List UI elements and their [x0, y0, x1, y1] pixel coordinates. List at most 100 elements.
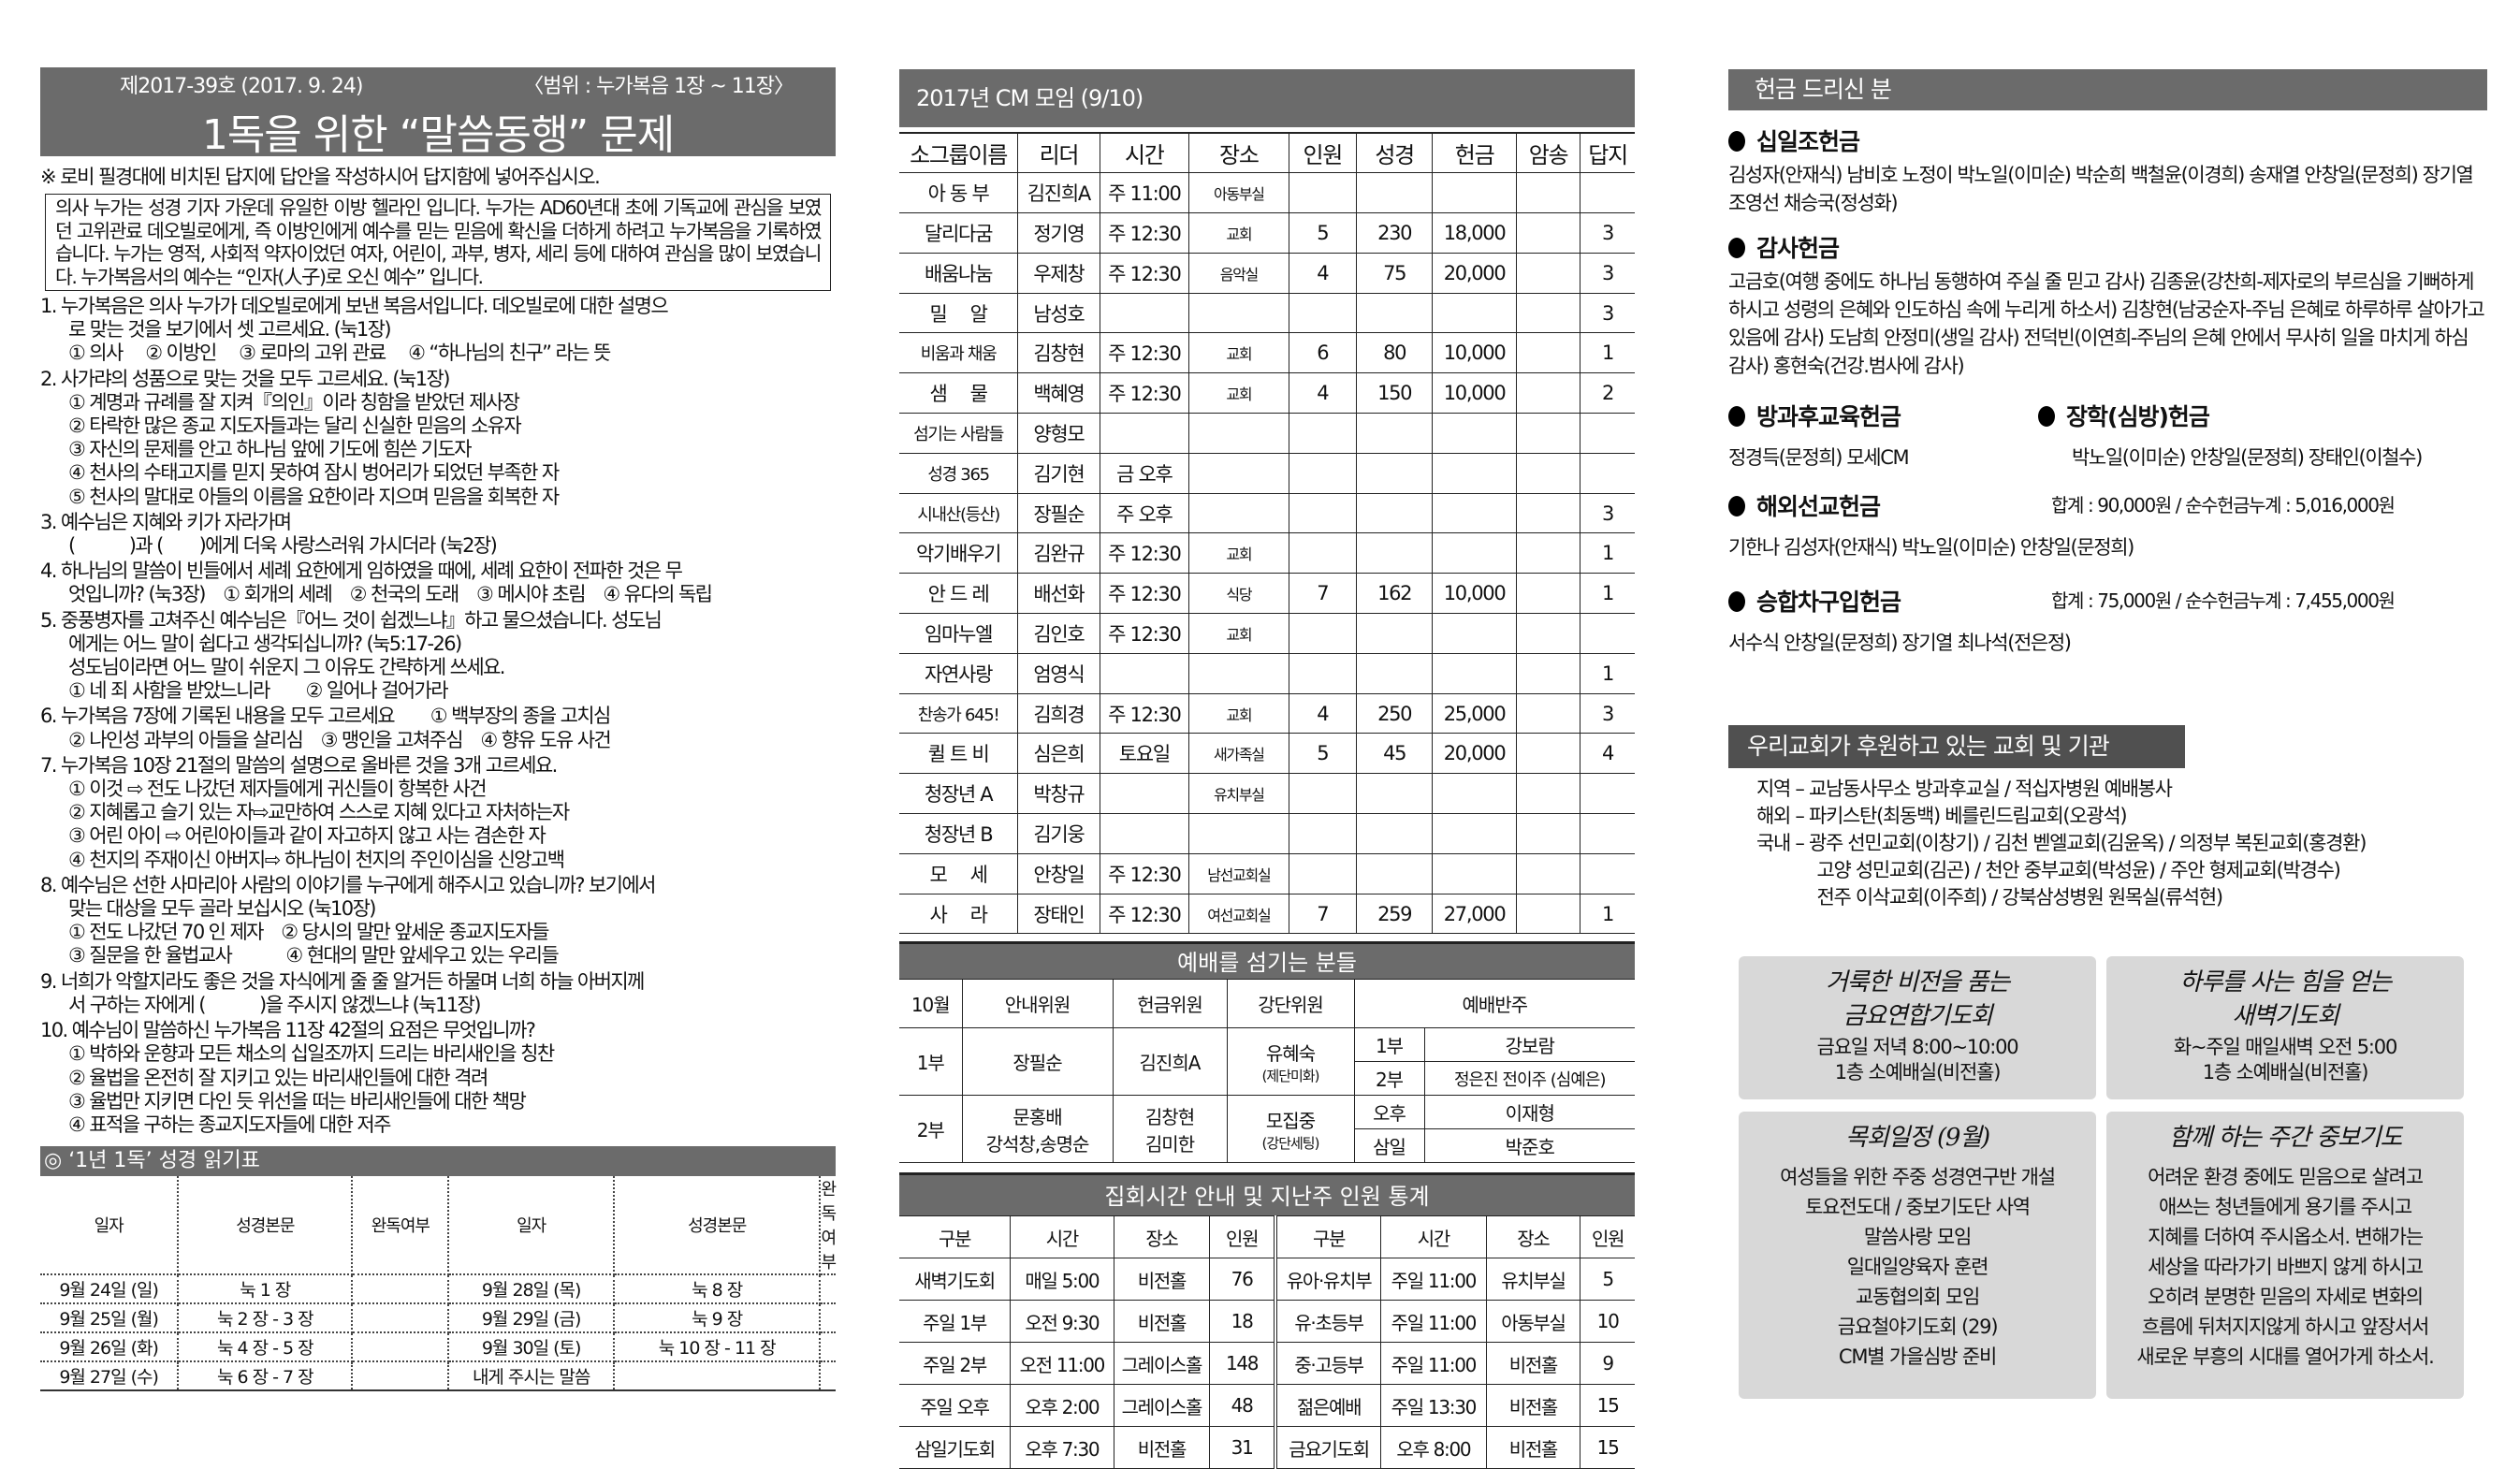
meeting-cell: 주일 13:30: [1380, 1384, 1487, 1428]
reading-row: 9월 24일 (일) 눅 1 장 9월 28일 (목) 눅 8 장: [40, 1274, 836, 1305]
cm-cell: 259: [1356, 893, 1434, 935]
meeting-cell: 젊은예배: [1275, 1384, 1382, 1428]
quiz-header: 제2017-39호 (2017. 9. 24) 〈범위 : 누가복음 1장 ~ 1…: [40, 67, 836, 159]
cm-cell: [1356, 613, 1434, 654]
cm-cell: [1580, 813, 1635, 854]
cm-cell: [1516, 413, 1581, 454]
cm-cell: 주 12:30: [1100, 613, 1190, 654]
meeting-header: 인원: [1580, 1215, 1635, 1259]
ws-accomp-name: 박준호: [1423, 1128, 1635, 1164]
cm-cell: 교회: [1188, 532, 1289, 575]
cm-header: 리더: [1017, 132, 1100, 174]
meeting-cell: 9: [1580, 1342, 1635, 1386]
completion-cell[interactable]: [820, 1274, 836, 1305]
tithe-names: 김성자(안재식) 남비호 노정이 박노일(이미순) 박순희 백철윤(이경희) 송…: [1728, 164, 2474, 214]
completion-cell[interactable]: [820, 1361, 836, 1392]
quiz-title: 1독을 위한 “말씀동행” 문제: [201, 111, 675, 159]
cm-cell: [1432, 452, 1517, 494]
mission-heading: 해외선교헌금: [1728, 488, 2051, 522]
ws-usher: 장필순: [961, 1027, 1114, 1097]
reading-cell: 9월 28일 (목): [448, 1274, 615, 1305]
question: 2. 사가랴의 성품으로 맞는 것을 모두 고르세요. (눅1장) ① 계명과 규…: [40, 368, 836, 509]
quiz-column: 제2017-39호 (2017. 9. 24) 〈범위 : 누가복음 1장 ~ 1…: [40, 67, 837, 1392]
cm-row: 시내산(등산) 장필순 주 오후 3: [899, 492, 1635, 534]
cm-cell: 임마누엘: [899, 613, 1019, 654]
cm-title: 2017년 CM 모임 (9/10): [899, 69, 1635, 127]
meeting-cell: 주일 11:00: [1380, 1258, 1487, 1302]
question-text: 4. 하나님의 말씀이 빈들에서 세례 요한에게 임하였을 때에, 세례 요한이…: [40, 560, 683, 583]
cm-cell: [1516, 172, 1581, 214]
cm-cell: 악기배우기: [899, 532, 1019, 575]
question: 9. 너희가 악할지라도 좋은 것을 자식에게 줄 줄 알거든 하물며 너희 하…: [40, 970, 836, 1017]
question-line: 에게는 어느 말이 쉽다고 생각되십니까? (눅5:17-26): [68, 632, 462, 655]
box-line: 오히려 분명한 믿음의 자세로 변화의: [2148, 1286, 2424, 1308]
support-section: 우리교회가 후원하고 있는 교회 및 기관 지역 – 교남동사무소 방과후교실 …: [1728, 725, 2487, 911]
cm-cell: 주 12:30: [1100, 252, 1190, 294]
bullet-icon: [1728, 591, 1745, 612]
box-line: 토요전도대 / 중보기도단 사역: [1805, 1196, 2031, 1218]
reading-cell: [613, 1361, 822, 1392]
cm-cell: 배선화: [1017, 573, 1100, 615]
cm-cell: 식당: [1188, 573, 1289, 615]
cm-cell: [1432, 613, 1517, 654]
cm-cell: [1580, 413, 1635, 454]
meeting-cell: 31: [1209, 1426, 1278, 1469]
cm-cell: 80: [1356, 332, 1434, 374]
cm-cell: 25,000: [1432, 692, 1517, 734]
cm-cell: [1432, 532, 1517, 575]
meeting-cell: 유아·유치부: [1275, 1258, 1382, 1302]
meeting-row: 주일 2부 오전 11:00 그레이스홀 148 중·고등부 주일 11:00 비전홀 9: [899, 1342, 1635, 1386]
question: 1. 누가복음은 의사 누가가 데오빌로에게 보낸 복음서입니다. 데오빌로에 …: [40, 295, 836, 366]
completion-cell[interactable]: [352, 1303, 450, 1334]
meeting-header: 구분: [899, 1215, 1012, 1259]
reading-cell: 눅 6 장 - 7 장: [178, 1361, 354, 1392]
cm-cell: 4: [1580, 733, 1635, 775]
cm-cell: [1289, 292, 1357, 334]
cm-cell: 심은희: [1017, 733, 1100, 775]
cm-cell: [1580, 613, 1635, 654]
question: 5. 중풍병자를 고쳐주신 예수님은『어느 것이 쉽겠느냐』하고 물으셨습니다.…: [40, 609, 836, 704]
completion-cell[interactable]: [352, 1274, 450, 1305]
cm-cell: 시내산(등산): [899, 492, 1019, 534]
worship-table: 10월 안내위원 헌금위원 강단위원 예배반주 1부 장필순 김진희A 유혜숙 (…: [899, 979, 1635, 1164]
thanks-title: 감사헌금: [1756, 235, 1840, 262]
question-line: ⑤ 천사의 말대로 아들의 이름을 요한이라 지으며 믿음을 회복한 자: [68, 485, 560, 508]
cm-cell: [1580, 452, 1635, 494]
cm-cell: 교회: [1188, 212, 1289, 254]
ws-usher-name: 문홍배: [1012, 1105, 1062, 1128]
instruction: ※ 로비 필경대에 비치된 답지에 답안을 작성하시어 답지함에 넣어주십시오.: [40, 166, 601, 188]
cm-cell: [1432, 413, 1517, 454]
cm-cell: 모 세: [899, 852, 1019, 894]
reading-row: 9월 26일 (화) 눅 4 장 - 5 장 9월 30일 (토) 눅 10 장 - …: [40, 1332, 836, 1363]
cm-row: 사 라 장태인 주 12:30 여선교회실 7 259 27,000 1: [899, 893, 1635, 935]
cm-cell: [1188, 652, 1289, 694]
reading-header: 성경본문: [613, 1176, 822, 1276]
meeting-cell: 15: [1580, 1384, 1635, 1428]
ws-accomp-label: 2부: [1354, 1061, 1425, 1097]
reading-header: 완독여부: [352, 1176, 450, 1276]
cm-cell: 샘 물: [899, 372, 1019, 415]
cm-cell: 10,000: [1432, 332, 1517, 374]
cm-cell: 남성호: [1017, 292, 1100, 334]
cm-cell: 20,000: [1432, 733, 1517, 775]
completion-cell[interactable]: [352, 1361, 450, 1392]
cm-row: 모 세 안창일 주 12:30 남선교회실: [899, 852, 1635, 894]
cm-cell: 5: [1289, 733, 1357, 775]
ws-offering: 김창현 김미한: [1112, 1095, 1228, 1164]
cm-row: 퀼 트 비 심은희 토요일 새가족실 5 45 20,000 4: [899, 733, 1635, 775]
meeting-cell: 오후 2:00: [1010, 1384, 1114, 1428]
meeting-header: 인원: [1209, 1215, 1278, 1259]
meeting-cell: 주일 2부: [899, 1342, 1012, 1386]
cm-cell: [1432, 652, 1517, 694]
meeting-header: 시간: [1010, 1215, 1114, 1259]
reading-cell: 눅 8 장: [613, 1274, 822, 1305]
cm-header: 답지: [1580, 132, 1635, 174]
cm-cell: 우제창: [1017, 252, 1100, 294]
dawn-prayer-box: 하루를 사는 힘을 얻는 새벽기도회 화~주일 매일새벽 오전 5:00 1층 소예배…: [2106, 956, 2464, 1099]
question: 7. 누가복음 10장 21절의 말씀의 설명으로 올바른 것을 3개 고르세요…: [40, 754, 836, 872]
completion-cell[interactable]: [352, 1332, 450, 1363]
cm-cell: 달리다굼: [899, 212, 1019, 254]
cm-cell: 김진희A: [1017, 172, 1100, 214]
completion-cell[interactable]: [820, 1303, 836, 1334]
completion-cell[interactable]: [820, 1332, 836, 1363]
